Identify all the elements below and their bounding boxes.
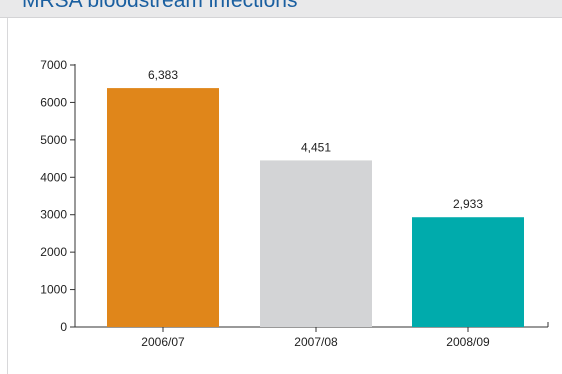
y-axis-ticks: 0 1000 2000 3000 4000 5000 6000 7000 [40, 58, 75, 334]
data-label: 4,451 [301, 140, 331, 154]
panel-border [7, 18, 8, 374]
y-tick-label: 4000 [40, 170, 67, 184]
y-tick-label: 3000 [40, 208, 67, 222]
title-bar: MRSA bloodstream infections [0, 0, 562, 18]
bar-2007-08 [260, 160, 372, 327]
y-tick-label: 5000 [40, 133, 67, 147]
data-label: 6,383 [148, 68, 178, 82]
y-tick-label: 6000 [40, 95, 67, 109]
y-tick-label: 0 [60, 320, 67, 334]
x-tick-label: 2006/07 [141, 335, 185, 349]
chart-labels: 6,383 2006/07 4,451 2007/08 2,933 2008/09 [141, 68, 490, 349]
x-tick-label: 2008/09 [446, 335, 490, 349]
y-tick-label: 2000 [40, 245, 67, 259]
data-label: 2,933 [453, 197, 483, 211]
bar-2006-07 [107, 88, 219, 327]
chart-bars [107, 88, 524, 327]
bar-2008-09 [412, 217, 524, 327]
x-tick-label: 2007/08 [294, 335, 338, 349]
y-tick-label: 1000 [40, 283, 67, 297]
y-tick-label: 7000 [40, 58, 67, 72]
chart-title: MRSA bloodstream infections [22, 0, 298, 12]
